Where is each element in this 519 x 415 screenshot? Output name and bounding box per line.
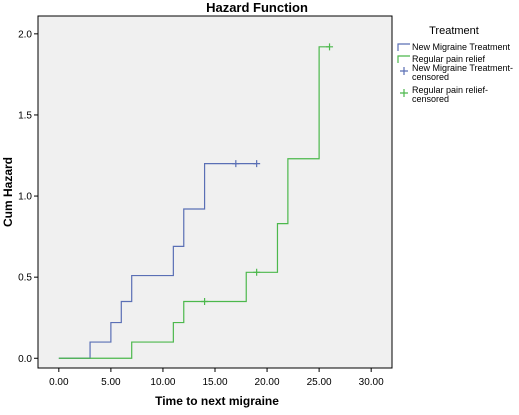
axis-ticks: 0.00 5.00 10.00 15.00 20.00 25.00 30.00 0.0 0.5 1… xyxy=(18,29,384,388)
plot-area xyxy=(37,15,393,369)
legend-line-swatch xyxy=(397,55,410,63)
x-tick-label: 0.00 xyxy=(49,377,69,388)
x-tick-label: 5.00 xyxy=(101,377,121,388)
censored-marker xyxy=(253,160,261,168)
censored-marker xyxy=(232,160,240,168)
x-tick-label: 15.00 xyxy=(202,377,227,388)
x-tick-label: 20.00 xyxy=(255,377,280,388)
x-tick-label: 10.00 xyxy=(150,377,175,388)
legend-entry-label: New Migraine Treatment xyxy=(412,42,511,52)
series-layer xyxy=(58,43,334,359)
y-tick-label: 0.5 xyxy=(18,273,32,284)
legend-plus-swatch xyxy=(400,67,408,75)
legend-entry-label: censored xyxy=(412,72,449,82)
legend-plus-swatch xyxy=(400,89,408,97)
legend-entry-label: Regular pain relief xyxy=(412,54,486,64)
legend-entry-label: Regular pain relief- xyxy=(412,85,488,95)
x-axis-label: Time to next migraine xyxy=(155,394,279,408)
y-tick-label: 1.0 xyxy=(18,192,32,203)
legend-line-swatch xyxy=(397,43,410,51)
legend-title: Treatment xyxy=(429,25,479,37)
y-tick-label: 2.0 xyxy=(18,29,32,40)
censored-marker xyxy=(253,268,261,276)
y-tick-label: 1.5 xyxy=(18,110,32,121)
series-line-2 xyxy=(58,46,330,359)
y-tick-label: 0.0 xyxy=(18,354,32,365)
legend: Treatment New Migraine Treatment Regular … xyxy=(397,25,513,104)
x-tick-label: 25.00 xyxy=(307,377,332,388)
censored-marker xyxy=(326,43,334,51)
x-tick-label: 30.00 xyxy=(359,377,384,388)
series-line-1 xyxy=(58,163,257,359)
legend-entry-label: New Migraine Treatment- xyxy=(412,63,513,73)
censored-marker xyxy=(201,297,209,305)
chart-title: Hazard Function xyxy=(206,0,308,15)
y-axis-label: Cum Hazard xyxy=(1,157,15,227)
legend-entry-label: censored xyxy=(412,94,449,104)
